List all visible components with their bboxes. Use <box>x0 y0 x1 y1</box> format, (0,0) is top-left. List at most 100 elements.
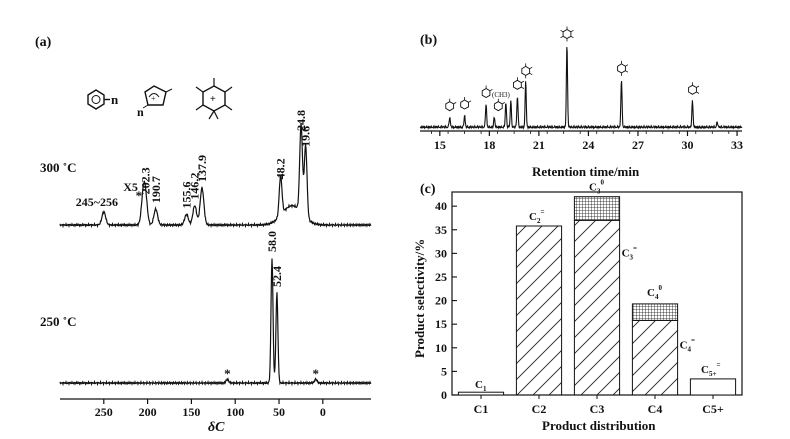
aromatic-ring-icon <box>493 101 503 112</box>
methyl-bond <box>502 102 505 105</box>
x-tick-label: 24 <box>582 138 594 152</box>
x-tick-label: 200 <box>139 405 157 419</box>
bar-species-label: C2= <box>529 208 544 225</box>
panel-b-ch3-annotation: (CH3) <box>492 91 511 99</box>
aromatic-ring-icon <box>481 87 491 99</box>
methyl-bond <box>560 29 564 33</box>
y-tick-label: 30 <box>435 246 447 260</box>
methyl-bond <box>570 29 574 33</box>
svg-text:n: n <box>111 92 119 107</box>
bar-species-label: C40 <box>647 284 662 301</box>
bar-species-label: C3= <box>622 244 637 261</box>
x-tick-label: 15 <box>434 138 446 152</box>
panel-b-x-axis-label: Retention time/min <box>532 164 640 179</box>
methyl-bond <box>468 100 472 103</box>
peak-label-300c: 190.7 <box>149 176 163 203</box>
panel-c-y-axis-label: Product selectivity/% <box>412 239 427 358</box>
methyl-bond <box>521 80 525 83</box>
svg-text:+: + <box>151 94 156 103</box>
methyl-bond <box>625 64 629 67</box>
methyl-bond <box>696 91 700 94</box>
peak-label-300c: 155.6 <box>180 181 194 208</box>
peak-label-300c: 202.3 <box>139 167 153 194</box>
bar-olefin-c3 <box>573 219 621 396</box>
x-tick-label: 0 <box>320 405 326 419</box>
bar-species-label: C5+= <box>701 361 720 378</box>
methyl-bond <box>625 70 629 73</box>
aromatic-ring-icon <box>562 28 572 40</box>
x-tick-label: 100 <box>226 405 244 419</box>
x-tick-label: 18 <box>483 138 495 152</box>
y-tick-label: 0 <box>441 388 447 402</box>
bar-olefin-c4 <box>631 319 679 396</box>
cyclopentenyl-cation-n-icon: + n <box>137 85 173 119</box>
aromatic-ring-icon <box>521 65 531 76</box>
peak-label-300c: 24.8 <box>294 110 308 131</box>
bar-species-label: C30 <box>589 179 604 196</box>
series-300c-label: 300 ˚C <box>40 160 76 175</box>
x-tick-label: C4 <box>648 402 663 416</box>
bar-paraffin-c3 <box>573 196 621 221</box>
bar-olefin-c5plus <box>689 378 737 396</box>
x-tick-label: 250 <box>95 405 113 419</box>
aromatic-ring-icon <box>460 99 469 110</box>
panel-c-bars <box>457 196 737 396</box>
x-tick-label: C2 <box>532 402 547 416</box>
peak-label-300c: 48.2 <box>274 158 288 179</box>
panel-b-x-ticks: 15 18 21 24 27 30 33 <box>431 131 743 152</box>
bar-species-label: C4= <box>680 336 695 353</box>
x-tick-label: 30 <box>682 138 694 152</box>
peak-label-300c: 146.2 <box>188 173 202 200</box>
panel-b-molecule-icons <box>445 26 700 112</box>
series-250c-label: 250 ˚C <box>40 314 76 329</box>
x-tick-label: C5+ <box>702 402 724 416</box>
panel-a-label: (a) <box>35 35 52 50</box>
aromatic-ring-icon <box>688 84 697 95</box>
bar-paraffin-c4 <box>631 303 679 321</box>
x-tick-label: 150 <box>182 405 200 419</box>
x-tick-label: 27 <box>632 138 644 152</box>
x-tick-label: C1 <box>474 402 489 416</box>
aromatic-ring-icon <box>617 63 626 74</box>
methyl-bond <box>529 72 533 76</box>
aromatic-ring-icon <box>513 79 522 90</box>
bar-olefin-c1 <box>457 391 505 396</box>
panel-a-x-axis-label: δC <box>208 420 225 435</box>
y-tick-label: 5 <box>441 364 447 378</box>
peak-label-250c: 58.0 <box>265 231 279 252</box>
x-tick-label: 50 <box>273 405 285 419</box>
peak-label-300c: 245~256 <box>76 195 118 209</box>
svg-text:+: + <box>210 94 216 105</box>
panel-c-y-ticks: 0 5 10 15 20 25 30 35 40 <box>435 199 457 402</box>
panel-c-x-ticks: C1 C2 C3 C4 C5+ <box>474 395 724 416</box>
spectrum-250c-line <box>59 258 372 387</box>
x-tick-label: 33 <box>731 138 743 152</box>
y-tick-label: 10 <box>435 341 447 355</box>
benzene-ring-n-icon: n <box>87 89 119 110</box>
panel-b-chromatogram: (b) 15 18 21 24 27 30 33 (CH3) Retention time/… <box>419 26 743 179</box>
sideband-asterisk: * <box>136 188 143 203</box>
peak-label-300c: 19.6 <box>299 126 313 147</box>
panel-a-x-ticks: 250 200 150 100 50 0 <box>95 399 326 419</box>
y-tick-label: 20 <box>435 294 447 308</box>
peak-label-300c: 137.9 <box>195 155 209 182</box>
methyl-bond <box>453 102 457 105</box>
spectrum-300c-line <box>59 122 372 229</box>
x-tick-label: C3 <box>590 402 605 416</box>
x-tick-label: 21 <box>533 138 545 152</box>
y-tick-label: 40 <box>435 199 447 213</box>
methyl-bond <box>489 88 493 92</box>
methyl-bond <box>570 35 574 39</box>
peak-label-250c: 52.4 <box>270 266 284 287</box>
sideband-asterisk: * <box>313 366 320 381</box>
panel-c-label: (c) <box>420 182 436 197</box>
chromatogram-line <box>419 47 743 131</box>
svg-text:n: n <box>137 105 144 119</box>
panel-b-label: (b) <box>420 33 437 48</box>
y-tick-label: 15 <box>435 317 447 331</box>
panel-c-bar-labels: C1 C2= C3= C30 C4= C40 C5+= <box>475 179 720 394</box>
y-tick-label: 35 <box>435 223 447 237</box>
methyl-bond <box>529 66 533 70</box>
methyl-bond <box>521 86 525 89</box>
